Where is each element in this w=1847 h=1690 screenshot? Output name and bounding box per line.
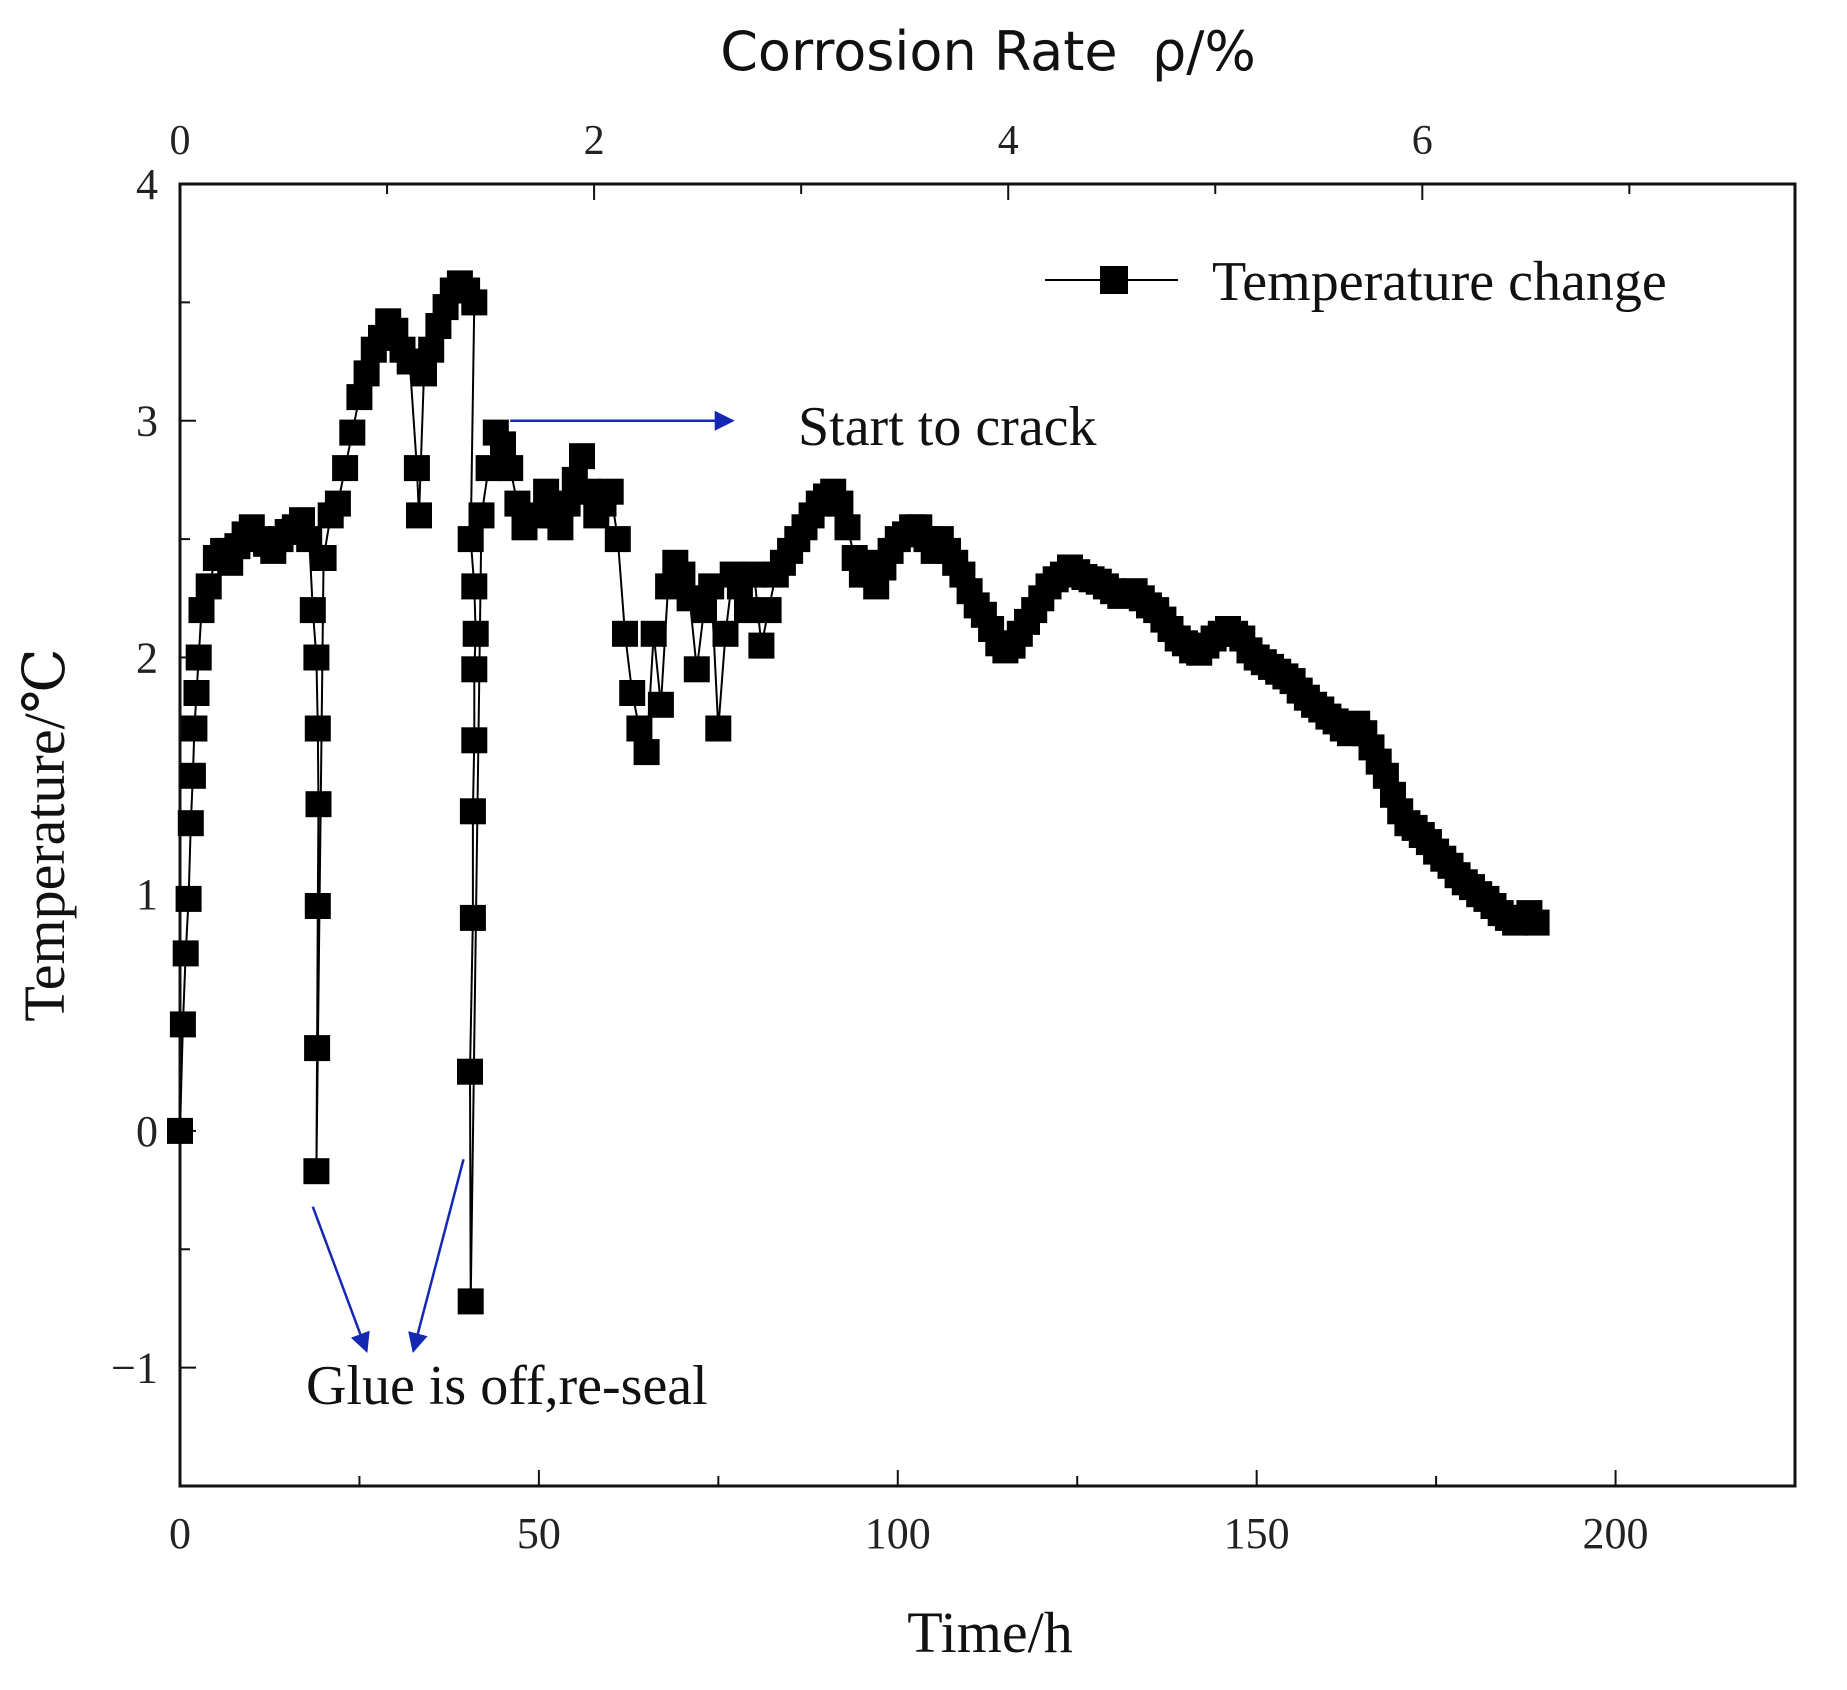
y-tick-label: −1 bbox=[111, 1344, 158, 1393]
x-tick-label: 100 bbox=[865, 1509, 931, 1558]
top-axis-title: Corrosion Rate ρ/% bbox=[720, 20, 1256, 83]
arrow-glue-off-1 bbox=[311, 1206, 370, 1353]
top-axis-tick-label: 0 bbox=[170, 118, 191, 164]
data-point bbox=[619, 680, 646, 706]
data-point bbox=[712, 620, 739, 647]
data-point bbox=[705, 715, 732, 742]
x-tick-label: 200 bbox=[1583, 1509, 1649, 1558]
legend: Temperature change bbox=[1045, 251, 1667, 313]
y-tick-label: 2 bbox=[136, 633, 158, 682]
y-tick-label: 0 bbox=[136, 1107, 158, 1156]
x-axis-ticks: 0 50 100 150 200 bbox=[169, 1470, 1796, 1558]
data-point bbox=[310, 545, 337, 571]
data-point bbox=[640, 620, 667, 647]
annotation-start-to-crack: Start to crack bbox=[798, 396, 1097, 458]
y-axis-ticks: −1 0 1 2 3 4 bbox=[111, 160, 196, 1487]
data-point bbox=[177, 810, 204, 837]
data-point bbox=[633, 739, 660, 766]
data-point bbox=[183, 680, 210, 706]
data-point bbox=[468, 502, 495, 529]
data-point bbox=[167, 1117, 193, 1144]
data-point bbox=[755, 597, 782, 624]
data-point bbox=[461, 727, 488, 754]
x-tick-label: 50 bbox=[517, 1509, 561, 1558]
data-point bbox=[195, 573, 222, 600]
annotation-arrows bbox=[311, 410, 735, 1354]
data-point bbox=[748, 632, 775, 659]
data-point bbox=[299, 597, 326, 624]
data-point bbox=[324, 490, 351, 517]
data-point bbox=[305, 791, 332, 818]
data-point bbox=[332, 455, 359, 482]
data-point bbox=[612, 620, 638, 647]
data-point bbox=[604, 526, 631, 553]
data-point bbox=[461, 656, 488, 683]
data-point bbox=[1523, 909, 1550, 936]
top-axis-tick-label: 4 bbox=[998, 118, 1019, 164]
data-point bbox=[490, 431, 516, 458]
data-point bbox=[683, 656, 710, 683]
data-point bbox=[339, 419, 366, 446]
data-point bbox=[626, 715, 653, 742]
data-point bbox=[834, 514, 861, 541]
data-point bbox=[411, 360, 437, 387]
data-point bbox=[669, 561, 696, 588]
legend-marker bbox=[1100, 266, 1128, 294]
annotation-glue-off: Glue is off,re-seal bbox=[306, 1355, 708, 1417]
series-markers-temperature-change bbox=[167, 270, 1550, 1315]
data-point bbox=[457, 1058, 483, 1085]
top-axis-ticks: 0 2 4 6 bbox=[170, 118, 1631, 200]
data-point bbox=[185, 644, 212, 671]
data-point bbox=[827, 490, 854, 517]
data-point bbox=[172, 940, 199, 967]
data-point bbox=[406, 502, 432, 529]
y-axis-title: Temperature/℃ bbox=[12, 648, 77, 1021]
y-tick-label: 1 bbox=[136, 870, 158, 919]
data-point bbox=[569, 443, 595, 470]
data-point bbox=[461, 289, 488, 316]
x-tick-label: 150 bbox=[1224, 1509, 1290, 1558]
data-point bbox=[497, 455, 524, 482]
data-point bbox=[179, 762, 206, 789]
data-point bbox=[647, 691, 674, 718]
data-point bbox=[418, 336, 445, 363]
x-axis-title: Time/h bbox=[907, 1600, 1072, 1665]
data-point bbox=[459, 904, 486, 931]
data-point bbox=[304, 1035, 331, 1062]
top-axis-tick-label: 6 bbox=[1412, 118, 1433, 164]
data-point bbox=[457, 1288, 484, 1315]
data-point bbox=[304, 893, 331, 919]
data-point bbox=[175, 885, 202, 912]
data-point bbox=[403, 455, 430, 482]
data-point bbox=[462, 620, 489, 647]
data-point bbox=[169, 1011, 196, 1038]
data-point bbox=[457, 526, 484, 553]
top-axis-tick-label: 2 bbox=[584, 118, 605, 164]
data-point bbox=[346, 384, 373, 411]
data-point bbox=[459, 798, 486, 825]
y-tick-label: 4 bbox=[136, 160, 158, 209]
data-point bbox=[691, 597, 717, 624]
data-point bbox=[547, 514, 574, 541]
arrow-glue-off-2 bbox=[408, 1158, 465, 1354]
data-point bbox=[181, 715, 208, 742]
data-point bbox=[597, 478, 624, 505]
y-tick-label: 3 bbox=[136, 397, 158, 446]
data-point bbox=[353, 360, 380, 387]
data-point bbox=[303, 644, 330, 671]
data-point bbox=[303, 1158, 330, 1185]
data-point bbox=[461, 573, 488, 600]
data-point bbox=[304, 715, 331, 742]
data-point bbox=[188, 597, 215, 624]
legend-label: Temperature change bbox=[1212, 251, 1667, 313]
x-tick-label: 0 bbox=[169, 1509, 191, 1558]
